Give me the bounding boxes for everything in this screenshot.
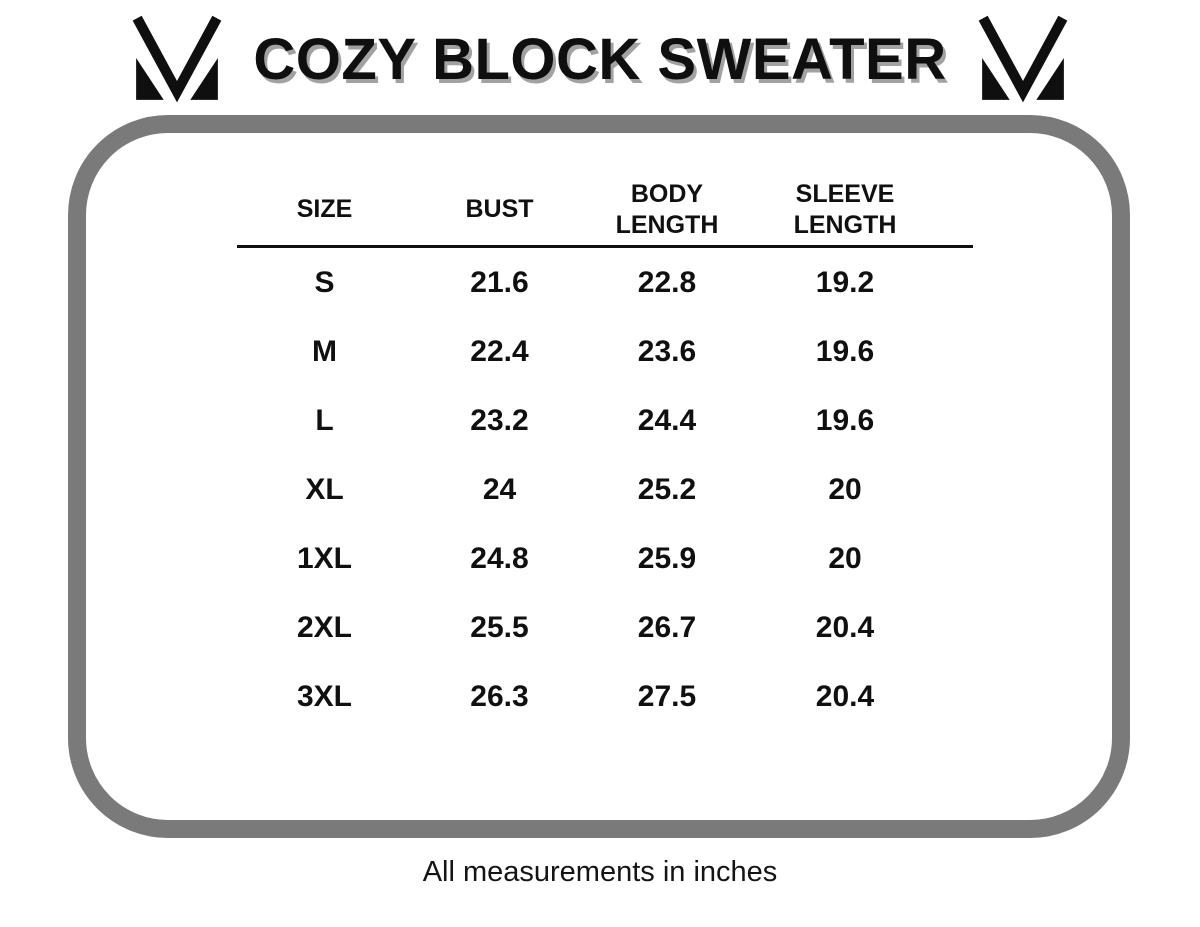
size-table: SIZE BUST BODY LENGTH SLEEVE LENGTH S 21… <box>237 175 973 731</box>
table-cell-sleeve-length: 19.6 <box>815 403 875 437</box>
brand-m-icon <box>133 15 222 103</box>
table-cell-size: XL <box>305 472 344 506</box>
table-cell-bust: 24.8 <box>470 541 529 575</box>
table-cell-sleeve-length: 20 <box>828 541 862 575</box>
table-cell-bust: 25.5 <box>470 610 529 644</box>
column-header-body-length: BODY LENGTH <box>615 179 719 239</box>
page-header: COZY BLOCK SWEATER <box>0 12 1200 106</box>
table-cell-bust: 26.3 <box>470 679 529 713</box>
table-cell-body-length: 25.2 <box>637 472 697 506</box>
table-row: 2XL 25.5 26.7 20.4 <box>237 593 973 662</box>
table-row: M 22.4 23.6 19.6 <box>237 317 973 386</box>
table-cell-body-length: 26.7 <box>637 610 697 644</box>
table-cell-bust: 24 <box>482 472 517 506</box>
footer-note: All measurements in inches <box>422 856 778 888</box>
table-cell-body-length: 22.8 <box>637 265 697 299</box>
table-cell-bust: 21.6 <box>470 265 529 299</box>
brand-m-icon <box>978 15 1067 103</box>
table-cell-size: 2XL <box>296 610 353 644</box>
table-row: 3XL 26.3 27.5 20.4 <box>237 662 973 731</box>
table-cell-bust: 22.4 <box>470 334 529 368</box>
table-row: S 21.6 22.8 19.2 <box>237 248 973 317</box>
page-title: COZY BLOCK SWEATER <box>253 26 947 92</box>
table-cell-body-length: 25.9 <box>637 541 697 575</box>
table-cell-size: 3XL <box>296 679 353 713</box>
table-cell-sleeve-length: 19.2 <box>815 265 875 299</box>
column-header-size: SIZE <box>296 195 353 224</box>
table-cell-size: M <box>312 334 337 368</box>
table-cell-sleeve-length: 20.4 <box>815 610 875 644</box>
size-chart-frame <box>68 115 1130 838</box>
table-header-row: SIZE BUST BODY LENGTH SLEEVE LENGTH <box>237 175 973 248</box>
table-cell-body-length: 27.5 <box>637 679 697 713</box>
table-cell-sleeve-length: 20.4 <box>815 679 875 713</box>
column-header-bust: BUST <box>465 195 534 224</box>
table-row: L 23.2 24.4 19.6 <box>237 386 973 455</box>
table-row: XL 24 25.2 20 <box>237 455 973 524</box>
table-cell-size: S <box>314 265 335 299</box>
table-cell-size: 1XL <box>296 541 353 575</box>
table-row: 1XL 24.8 25.9 20 <box>237 524 973 593</box>
table-cell-body-length: 23.6 <box>637 334 697 368</box>
table-cell-size: L <box>315 403 334 437</box>
table-cell-sleeve-length: 20 <box>828 472 862 506</box>
table-cell-sleeve-length: 19.6 <box>815 334 875 368</box>
column-header-sleeve-length: SLEEVE LENGTH <box>793 179 897 239</box>
table-cell-body-length: 24.4 <box>637 403 697 437</box>
table-cell-bust: 23.2 <box>470 403 529 437</box>
